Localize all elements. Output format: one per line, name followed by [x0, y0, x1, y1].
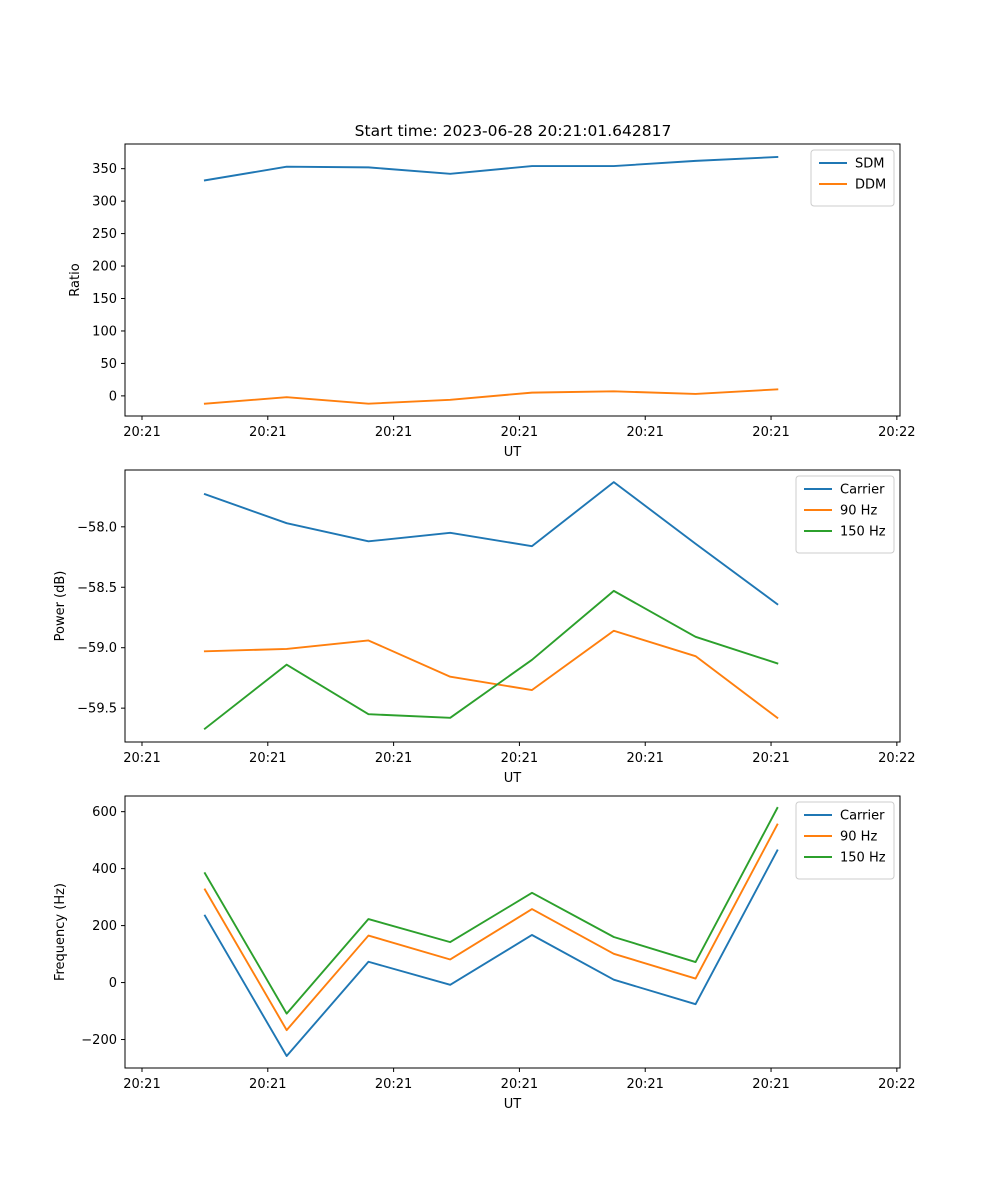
- x-tick-label: 20:21: [123, 425, 160, 440]
- legend-label: 90 Hz: [840, 830, 877, 845]
- x-tick-label: 20:21: [501, 1077, 538, 1092]
- x-tick-label: 20:21: [375, 751, 412, 766]
- legend-label: 150 Hz: [840, 525, 886, 540]
- series-line-carrier: [203, 481, 779, 606]
- legend-box: [810, 149, 895, 207]
- x-tick-label: 20:21: [626, 425, 663, 440]
- y-tick-label: 0: [109, 976, 117, 991]
- legend-box: [795, 801, 895, 880]
- y-tick-label: 100: [92, 324, 117, 339]
- x-tick-label: 20:21: [375, 1077, 412, 1092]
- legend-label: DDM: [855, 178, 886, 193]
- series-line-150-hz: [203, 806, 779, 1015]
- y-tick-label: −59.5: [77, 702, 117, 717]
- x-tick-label: 20:21: [752, 751, 789, 766]
- series-line-90-hz: [203, 823, 779, 1032]
- y-tick-label: 0: [109, 389, 117, 404]
- y-tick-label: −58.5: [77, 581, 117, 596]
- y-tick-label: −58.0: [77, 520, 117, 535]
- y-tick-label: 400: [92, 862, 117, 877]
- x-tick-label: 20:21: [626, 1077, 663, 1092]
- legend-label: Carrier: [840, 483, 885, 498]
- panel-2: 20:21 20:21 20:21 20:21 20:21 20:21 20:22 −59.5…: [53, 469, 916, 786]
- x-axis-label: UT: [504, 1097, 522, 1112]
- legend-label: 90 Hz: [840, 504, 877, 519]
- y-axis-label: Ratio: [68, 263, 83, 296]
- y-tick-label: 250: [92, 227, 117, 242]
- y-tick-label: 200: [92, 919, 117, 934]
- legend-box: [795, 475, 895, 554]
- x-tick-label: 20:21: [501, 425, 538, 440]
- legend-label: SDM: [855, 157, 884, 172]
- panel-1: 20:21 20:21 20:21 20:21 20:21 20:21 20:22 0 50 10…: [68, 143, 916, 460]
- series-line-90-hz: [203, 629, 779, 720]
- y-tick-label: 350: [92, 162, 117, 177]
- x-tick-label: 20:21: [123, 751, 160, 766]
- x-tick-label: 20:21: [249, 751, 286, 766]
- plot-frame: [124, 143, 901, 417]
- legend: Carrier 90 Hz 150 Hz: [795, 801, 895, 880]
- y-tick-label: 200: [92, 260, 117, 275]
- panels: 20:21 20:21 20:21 20:21 20:21 20:21 20:22 0 50 10…: [53, 143, 916, 1112]
- x-tick-label: 20:21: [752, 1077, 789, 1092]
- y-tick-label: −59.0: [77, 641, 117, 656]
- plot-frame: [124, 795, 901, 1069]
- figure-title: Start time: 2023-06-28 20:21:01.642817: [355, 122, 672, 140]
- x-axis-label: UT: [504, 445, 522, 460]
- x-tick-label: 20:22: [878, 1077, 915, 1092]
- x-tick-label: 20:21: [249, 1077, 286, 1092]
- x-tick-label: 20:21: [626, 751, 663, 766]
- legend: SDM DDM: [810, 149, 895, 207]
- x-tick-label: 20:21: [249, 425, 286, 440]
- y-tick-label: 150: [92, 292, 117, 307]
- panel-3: 20:21 20:21 20:21 20:21 20:21 20:21 20:22 −200 0…: [53, 795, 916, 1112]
- y-tick-label: −200: [81, 1033, 117, 1048]
- legend-label: Carrier: [840, 809, 885, 824]
- series-line-carrier: [203, 849, 779, 1057]
- legend-label: 150 Hz: [840, 851, 886, 866]
- series-line-150-hz: [203, 589, 779, 731]
- x-tick-label: 20:21: [501, 751, 538, 766]
- legend: Carrier 90 Hz 150 Hz: [795, 475, 895, 554]
- y-tick-label: 600: [92, 805, 117, 820]
- x-axis-label: UT: [504, 771, 522, 786]
- x-tick-label: 20:21: [752, 425, 789, 440]
- y-tick-label: 50: [100, 357, 117, 372]
- x-tick-label: 20:21: [123, 1077, 160, 1092]
- series-line-sdm: [203, 155, 779, 182]
- x-tick-label: 20:21: [375, 425, 412, 440]
- y-axis-label: Power (dB): [53, 571, 68, 642]
- x-tick-label: 20:22: [878, 751, 915, 766]
- plot-frame: [124, 469, 901, 743]
- y-tick-label: 300: [92, 195, 117, 210]
- x-tick-label: 20:22: [878, 425, 915, 440]
- y-axis-label: Frequency (Hz): [53, 883, 68, 981]
- series-line-ddm: [203, 388, 779, 405]
